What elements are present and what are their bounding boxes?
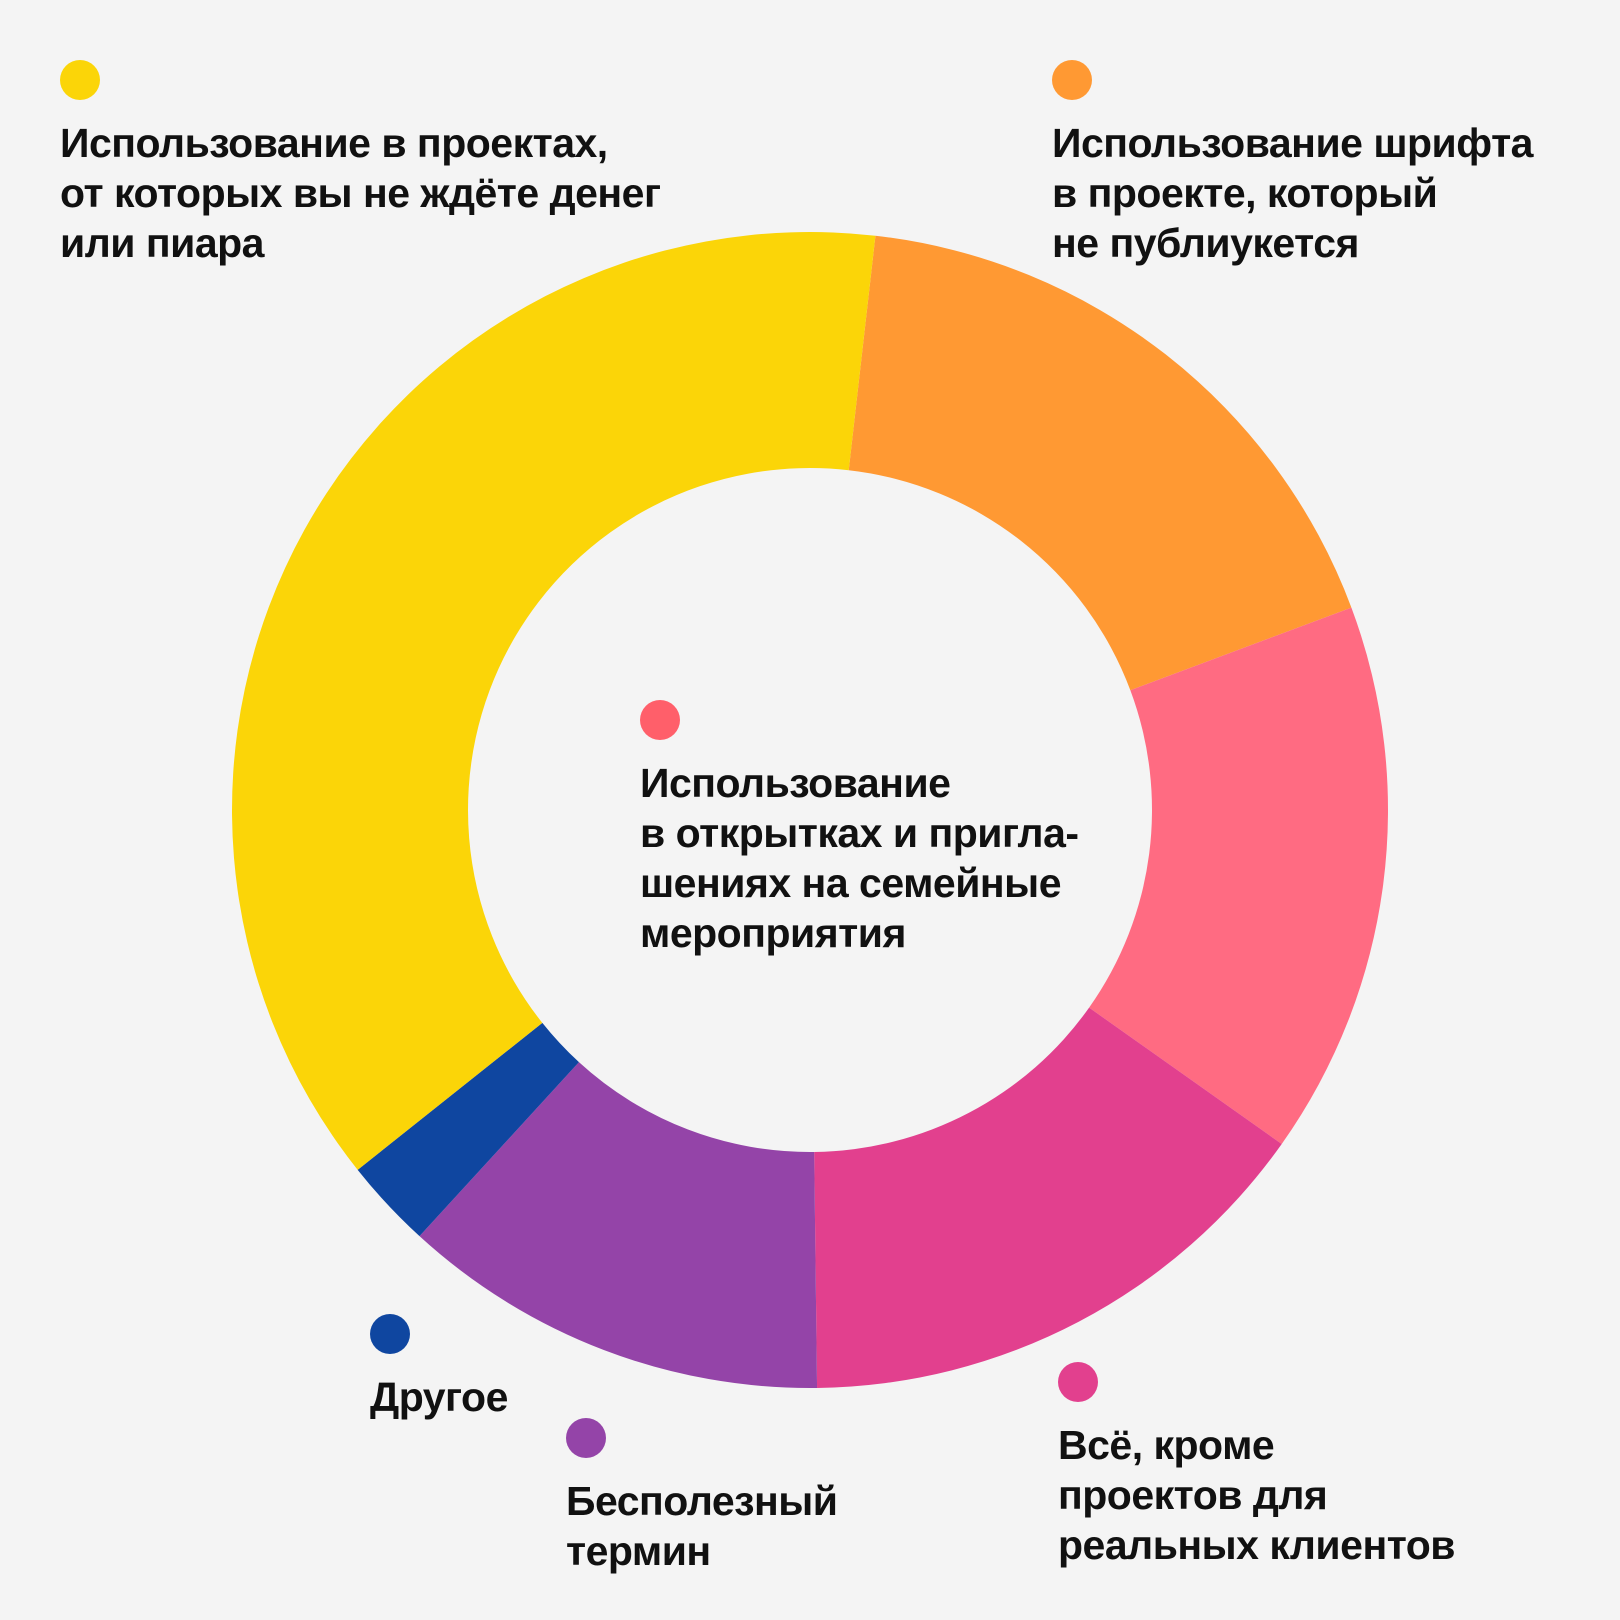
legend-label: Использование в проектах, от которых вы … [60,120,661,266]
donut-slice-5 [232,232,876,1170]
legend-dot [640,700,680,740]
legend-item-family-cards: Использование в открытках и пригла- шени… [640,700,1079,958]
donut-slices [232,232,1388,1388]
donut-slice-4 [357,1022,579,1237]
legend-item-other: Другое [370,1314,508,1422]
legend-label: Использование в открытках и пригла- шени… [640,760,1079,956]
legend-dot [566,1418,606,1458]
legend-item-all-except-clients: Всё, кроме проектов для реальных клиенто… [1058,1362,1456,1570]
legend-item-no-money-projects: Использование в проектах, от которых вы … [60,60,661,268]
legend-item-useless-term: Бесполезный термин [566,1418,838,1576]
donut-slice-2 [814,1007,1282,1388]
legend-label: Бесполезный термин [566,1478,838,1574]
donut-slice-3 [419,1062,818,1388]
legend-label: Использование шрифта в проекте, который … [1052,120,1533,266]
legend-dot [370,1314,410,1354]
legend-dot [60,60,100,100]
legend-label: Другое [370,1374,508,1420]
donut-slice-0 [848,235,1352,691]
legend-dot [1058,1362,1098,1402]
legend-dot [1052,60,1092,100]
legend-item-unpublished-project: Использование шрифта в проекте, который … [1052,60,1533,268]
donut-slice-1 [1089,607,1388,1145]
legend-label: Всё, кроме проектов для реальных клиенто… [1058,1422,1456,1568]
